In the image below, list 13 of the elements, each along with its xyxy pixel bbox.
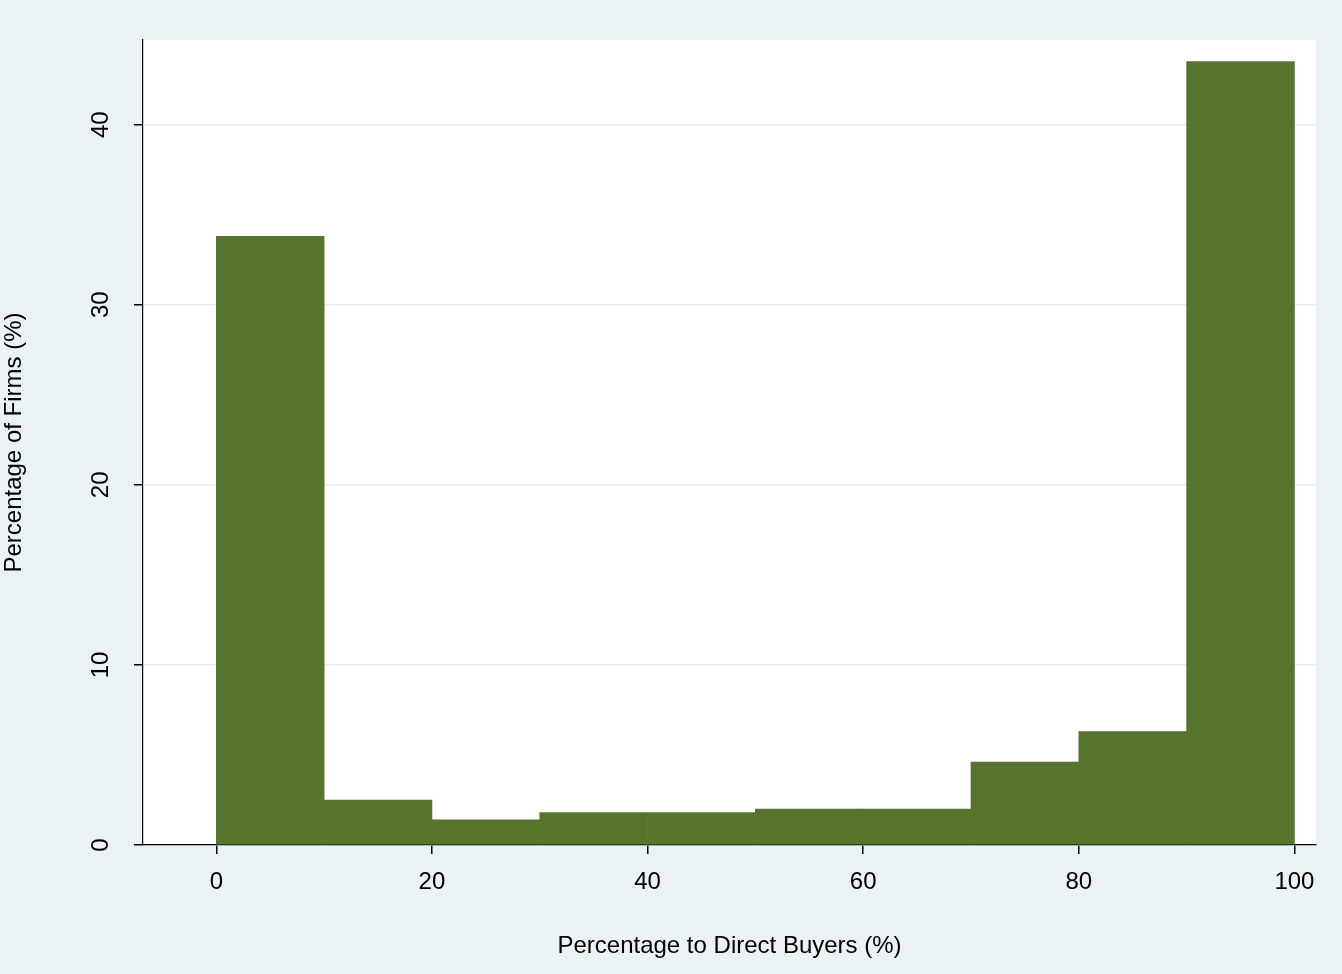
x-tick-label: 0	[209, 867, 223, 895]
y-tick-label: 20	[85, 471, 113, 499]
y-axis-title: Percentage of Firms (%)	[0, 312, 27, 573]
x-tick-label: 100	[1274, 867, 1315, 895]
x-axis-title: Percentage to Direct Buyers (%)	[557, 931, 902, 959]
x-tick-label: 40	[634, 867, 661, 895]
y-tick-label: 0	[85, 838, 113, 852]
x-tick-label: 80	[1065, 867, 1093, 895]
y-tick-label: 30	[85, 291, 113, 319]
y-tick-label: 10	[85, 651, 113, 679]
y-tick-label: 40	[85, 111, 113, 138]
x-tick-label: 60	[849, 867, 877, 895]
x-tick-label: 20	[418, 867, 446, 895]
